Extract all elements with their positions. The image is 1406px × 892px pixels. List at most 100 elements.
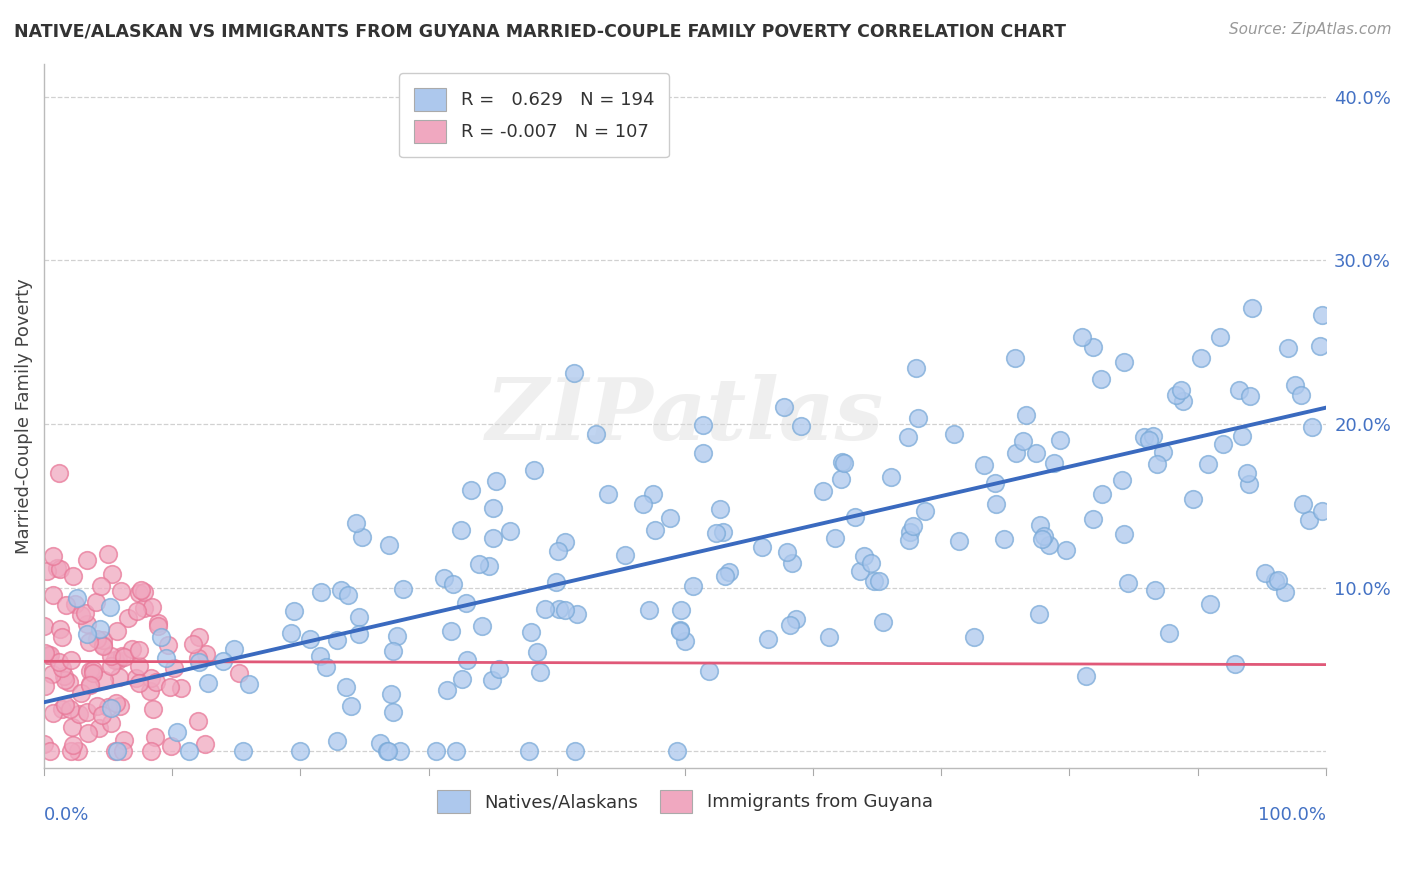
Point [110, 583, 132, 598]
Point [1152, 444, 1174, 458]
Point [389, 744, 412, 758]
Point [91, 632, 114, 647]
Point [91, 708, 114, 723]
Point [1236, 466, 1258, 480]
Legend: Natives/Alaskans, Immigrants from Guyana: Natives/Alaskans, Immigrants from Guyana [429, 780, 942, 822]
Point [903, 519, 925, 533]
Point [66, 591, 89, 605]
Point [830, 473, 852, 487]
Point [1032, 529, 1054, 543]
Point [59, 702, 82, 716]
Point [897, 533, 920, 547]
Point [522, 463, 544, 477]
Point [55, 598, 77, 612]
Point [155, 650, 177, 665]
Point [529, 665, 551, 679]
Point [188, 630, 211, 644]
Point [1198, 597, 1220, 611]
Point [194, 737, 217, 751]
Point [49, 622, 72, 636]
Point [79, 677, 101, 691]
Point [97, 547, 120, 561]
Point [34, 646, 56, 660]
Point [49, 562, 72, 576]
Point [100, 658, 122, 673]
Point [897, 430, 920, 444]
Point [326, 734, 349, 748]
Point [460, 483, 482, 498]
Point [1189, 351, 1212, 366]
Point [704, 526, 727, 541]
Point [482, 532, 505, 546]
Point [1012, 434, 1035, 448]
Text: NATIVE/ALASKAN VS IMMIGRANTS FROM GUYANA MARRIED-COUPLE FAMILY POVERTY CORRELATI: NATIVE/ALASKAN VS IMMIGRANTS FROM GUYANA… [14, 22, 1066, 40]
Point [853, 549, 876, 564]
Point [179, 744, 201, 758]
Point [325, 632, 347, 647]
Point [444, 744, 467, 758]
Point [984, 475, 1007, 490]
Point [117, 611, 139, 625]
Point [1004, 351, 1026, 366]
Point [643, 487, 665, 501]
Point [339, 699, 361, 714]
Point [1142, 428, 1164, 442]
Point [1137, 434, 1160, 448]
Point [1028, 607, 1050, 621]
Point [832, 456, 855, 470]
Point [898, 524, 921, 539]
Point [564, 744, 586, 758]
Point [76, 617, 98, 632]
Point [669, 603, 692, 617]
Point [51, 702, 73, 716]
Point [110, 698, 132, 713]
Point [66, 744, 89, 758]
Point [125, 671, 148, 685]
Point [790, 419, 813, 434]
Point [1133, 429, 1156, 443]
Point [517, 744, 540, 758]
Point [70, 607, 93, 622]
Point [567, 607, 589, 622]
Point [299, 632, 322, 646]
Point [1212, 436, 1234, 450]
Point [51, 661, 73, 675]
Point [1182, 492, 1205, 507]
Point [53, 673, 76, 687]
Point [100, 649, 122, 664]
Point [283, 604, 305, 618]
Point [1310, 503, 1333, 517]
Point [42, 706, 65, 721]
Point [544, 575, 567, 590]
Point [1230, 428, 1253, 442]
Point [450, 672, 472, 686]
Point [776, 545, 799, 559]
Point [1112, 527, 1135, 541]
Point [76, 553, 98, 567]
Point [112, 650, 135, 665]
Point [697, 664, 720, 678]
Point [105, 696, 128, 710]
Point [62, 738, 84, 752]
Point [692, 417, 714, 432]
Point [392, 582, 415, 597]
Point [534, 602, 557, 616]
Point [872, 615, 894, 629]
Point [79, 678, 101, 692]
Point [129, 583, 152, 598]
Point [811, 483, 834, 498]
Y-axis label: Married-Couple Family Poverty: Married-Couple Family Poverty [15, 278, 32, 554]
Point [159, 739, 181, 753]
Point [488, 662, 510, 676]
Point [824, 531, 846, 545]
Point [547, 544, 569, 558]
Point [73, 607, 96, 621]
Point [145, 674, 167, 689]
Point [347, 627, 370, 641]
Point [368, 736, 391, 750]
Point [156, 639, 179, 653]
Point [993, 532, 1015, 546]
Point [456, 653, 478, 667]
Point [166, 724, 188, 739]
Point [1310, 308, 1333, 322]
